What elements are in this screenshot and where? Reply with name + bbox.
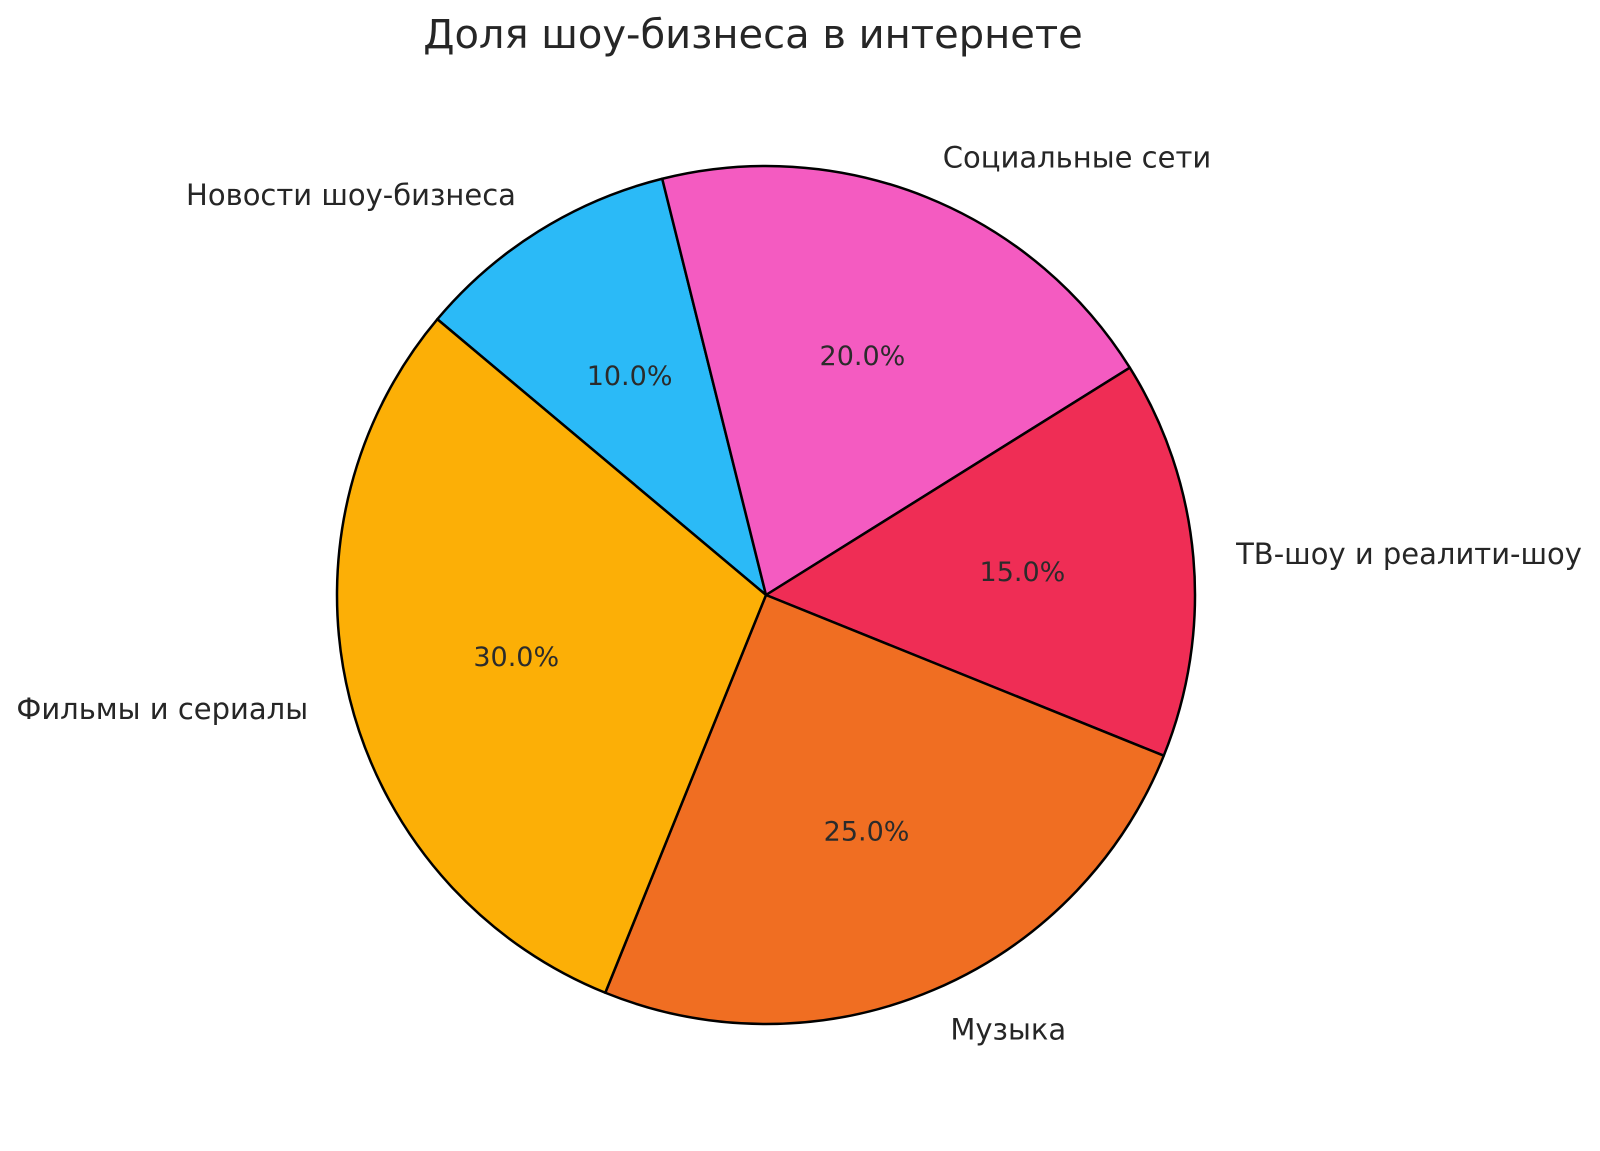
slice-pct-label: 30.0%	[473, 642, 559, 673]
slice-pct-label: 15.0%	[980, 557, 1066, 588]
slice-pct-label: 10.0%	[587, 361, 673, 392]
chart-title: Доля шоу-бизнеса в интернете	[423, 12, 1083, 58]
pie-category-labels: Новости шоу-бизнеса Социальные сети ТВ-шоу…	[16, 140, 1582, 1046]
slice-pct-label: 20.0%	[820, 341, 906, 372]
pie-slice-1	[660, 164, 1132, 597]
slice-label: Музыка	[950, 1012, 1066, 1046]
slice-label: Новости шоу-бизнеса	[186, 178, 516, 212]
slice-label: ТВ-шоу и реалити-шоу	[1235, 537, 1582, 571]
pie-percent-labels: 10.0% 20.0% 15.0% 25.0% 30.0%	[473, 341, 1065, 848]
pie-slice-2	[764, 366, 1197, 757]
pie-wedges	[335, 164, 1197, 1026]
slice-label: Социальные сети	[943, 140, 1211, 174]
slice-label: Фильмы и сериалы	[16, 692, 308, 726]
pie-slice-3	[604, 593, 1166, 1026]
pie-slice-0	[436, 177, 768, 597]
slice-pct-label: 25.0%	[824, 816, 910, 847]
pie-slice-4	[335, 317, 768, 995]
